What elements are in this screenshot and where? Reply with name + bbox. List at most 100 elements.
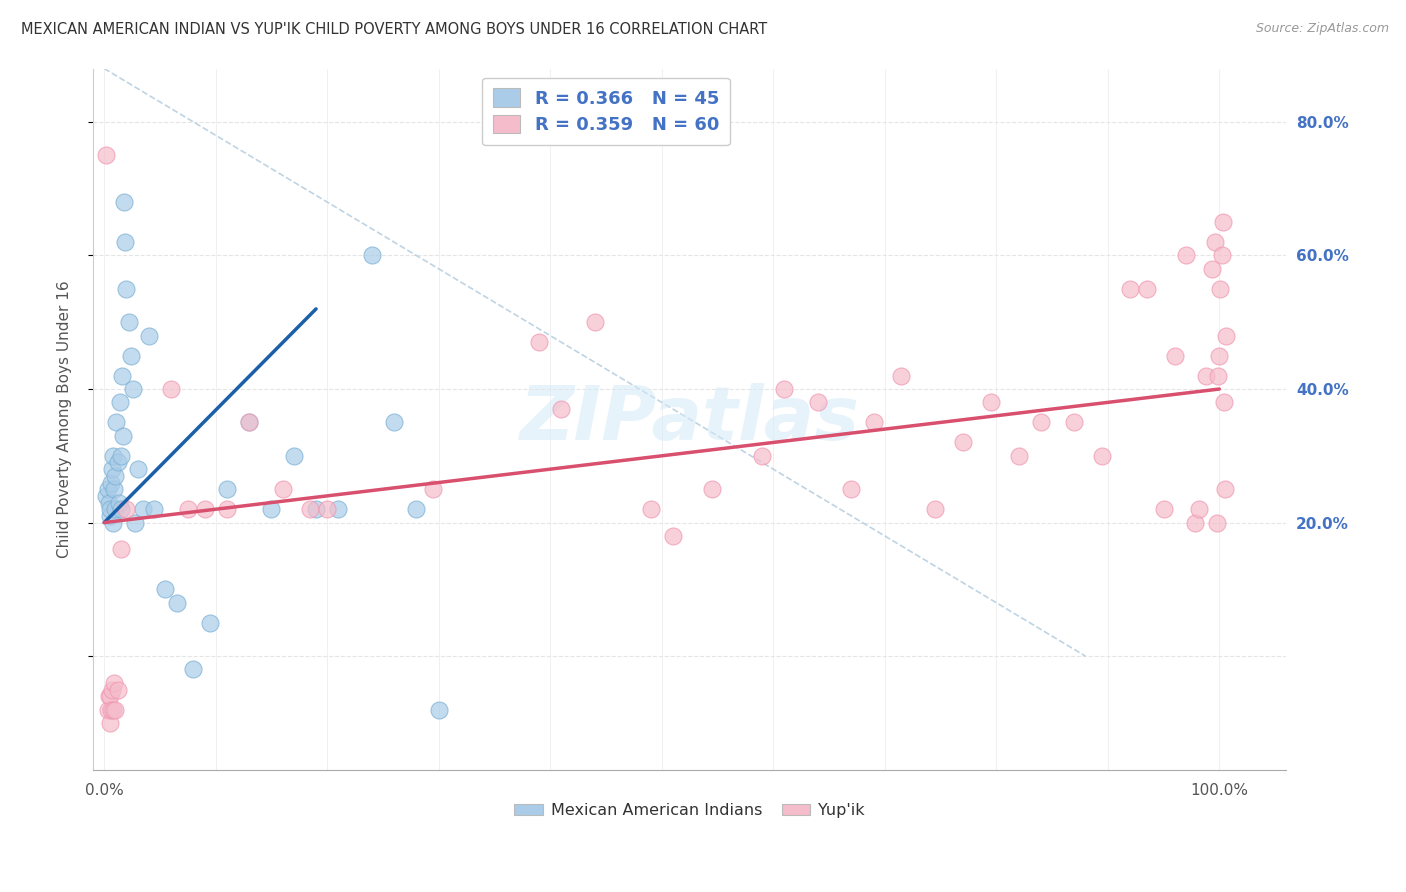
Point	[773, 382, 796, 396]
Point	[1188, 502, 1211, 516]
Point	[382, 416, 405, 430]
Point	[100, 702, 122, 716]
Point	[132, 502, 155, 516]
Point	[105, 416, 128, 430]
Point	[1174, 248, 1197, 262]
Point	[583, 315, 606, 329]
Point	[122, 382, 145, 396]
Point	[305, 502, 328, 516]
Point	[155, 582, 177, 597]
Point	[839, 482, 862, 496]
Point	[104, 702, 127, 716]
Point	[1215, 328, 1237, 343]
Point	[111, 368, 134, 383]
Point	[100, 475, 122, 490]
Point	[1212, 395, 1234, 409]
Point	[96, 702, 118, 716]
Point	[1195, 368, 1218, 383]
Point	[138, 328, 160, 343]
Point	[115, 502, 138, 516]
Point	[103, 482, 125, 496]
Point	[112, 195, 135, 210]
Point	[98, 689, 121, 703]
Point	[112, 429, 135, 443]
Point	[550, 402, 572, 417]
Point	[97, 495, 120, 509]
Point	[952, 435, 974, 450]
Point	[1029, 416, 1052, 430]
Point	[160, 382, 183, 396]
Point	[238, 416, 260, 430]
Point	[1136, 282, 1159, 296]
Point	[98, 502, 121, 516]
Point	[405, 502, 427, 516]
Point	[328, 502, 350, 516]
Point	[1208, 349, 1230, 363]
Point	[104, 502, 127, 516]
Point	[97, 689, 120, 703]
Point	[101, 682, 124, 697]
Point	[1213, 482, 1236, 496]
Point	[120, 349, 142, 363]
Point	[1212, 215, 1234, 229]
Point	[862, 416, 884, 430]
Point	[751, 449, 773, 463]
Text: MEXICAN AMERICAN INDIAN VS YUP'IK CHILD POVERTY AMONG BOYS UNDER 16 CORRELATION : MEXICAN AMERICAN INDIAN VS YUP'IK CHILD …	[21, 22, 768, 37]
Point	[114, 235, 136, 249]
Point	[1206, 516, 1229, 530]
Point	[924, 502, 946, 516]
Point	[98, 715, 121, 730]
Point	[360, 248, 382, 262]
Point	[96, 489, 118, 503]
Point	[1211, 248, 1233, 262]
Point	[127, 462, 149, 476]
Point	[1007, 449, 1029, 463]
Point	[110, 449, 132, 463]
Point	[107, 455, 129, 469]
Point	[101, 516, 124, 530]
Point	[101, 702, 124, 716]
Point	[115, 282, 138, 296]
Point	[1119, 282, 1142, 296]
Text: Source: ZipAtlas.com: Source: ZipAtlas.com	[1256, 22, 1389, 36]
Point	[807, 395, 830, 409]
Point	[107, 682, 129, 697]
Point	[299, 502, 322, 516]
Point	[527, 335, 550, 350]
Legend: Mexican American Indians, Yup'ik: Mexican American Indians, Yup'ik	[508, 797, 872, 825]
Point	[215, 502, 238, 516]
Point	[107, 495, 129, 509]
Point	[1201, 261, 1223, 276]
Y-axis label: Child Poverty Among Boys Under 16: Child Poverty Among Boys Under 16	[58, 280, 72, 558]
Point	[101, 449, 124, 463]
Point	[662, 529, 685, 543]
Point	[96, 148, 118, 162]
Point	[422, 482, 444, 496]
Point	[640, 502, 662, 516]
Point	[271, 482, 294, 496]
Point	[118, 315, 141, 329]
Point	[1163, 349, 1185, 363]
Point	[183, 663, 205, 677]
Point	[1184, 516, 1206, 530]
Point	[110, 542, 132, 557]
Point	[316, 502, 339, 516]
Point	[238, 416, 260, 430]
Point	[1063, 416, 1085, 430]
Point	[1153, 502, 1175, 516]
Point	[98, 508, 121, 523]
Point	[96, 482, 118, 496]
Point	[1206, 368, 1229, 383]
Point	[427, 702, 450, 716]
Point	[177, 502, 200, 516]
Point	[143, 502, 166, 516]
Point	[101, 462, 124, 476]
Point	[283, 449, 305, 463]
Point	[260, 502, 283, 516]
Point	[108, 395, 131, 409]
Point	[215, 482, 238, 496]
Point	[1091, 449, 1114, 463]
Point	[103, 676, 125, 690]
Point	[1204, 235, 1226, 249]
Point	[890, 368, 912, 383]
